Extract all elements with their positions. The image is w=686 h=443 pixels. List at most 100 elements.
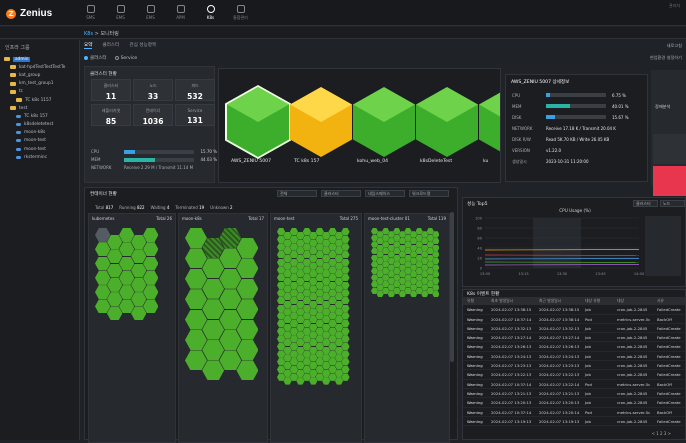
container-hex[interactable] xyxy=(315,327,324,335)
container-hex[interactable] xyxy=(382,254,390,262)
container-hex[interactable] xyxy=(371,274,379,281)
container-hex[interactable] xyxy=(426,241,434,248)
container-hex[interactable] xyxy=(315,319,324,328)
container-hex[interactable] xyxy=(236,319,259,340)
container-hex[interactable] xyxy=(334,323,344,332)
container-hex[interactable] xyxy=(432,257,440,265)
container-hex[interactable] xyxy=(382,234,390,242)
container-hex[interactable] xyxy=(322,331,331,339)
status-block-red[interactable] xyxy=(653,166,686,196)
container-hex[interactable] xyxy=(322,377,331,385)
container-hex[interactable] xyxy=(328,250,337,259)
container-hex[interactable] xyxy=(309,300,318,309)
container-hex[interactable] xyxy=(398,264,407,271)
tree-item[interactable]: TC k8s 157 xyxy=(0,112,79,120)
container-hex[interactable] xyxy=(341,312,350,320)
container-hex[interactable] xyxy=(341,365,350,374)
tree-item[interactable]: tc xyxy=(0,88,79,96)
container-hex[interactable] xyxy=(404,254,412,262)
topnav-item-1[interactable]: EMS xyxy=(112,5,129,21)
container-hex[interactable] xyxy=(334,262,344,270)
container-hex[interactable] xyxy=(415,287,423,295)
topnav-item-3[interactable]: APM xyxy=(172,5,189,21)
container-hex[interactable] xyxy=(277,258,286,267)
container-hex[interactable] xyxy=(236,258,259,279)
container-hex[interactable] xyxy=(236,360,259,381)
container-hex[interactable] xyxy=(328,350,337,358)
container-hex[interactable] xyxy=(387,284,395,291)
radio-option[interactable]: Service xyxy=(114,55,137,61)
container-hex[interactable] xyxy=(107,235,123,249)
container-hex[interactable] xyxy=(219,309,242,330)
container-hex[interactable] xyxy=(277,273,286,282)
container-hex[interactable] xyxy=(398,271,407,278)
container-hex[interactable] xyxy=(277,327,286,335)
container-hex[interactable] xyxy=(283,231,292,240)
container-hex[interactable] xyxy=(376,264,384,271)
container-hex[interactable] xyxy=(296,369,305,377)
container-hex[interactable] xyxy=(426,281,434,288)
container-hex[interactable] xyxy=(341,342,350,351)
container-hex[interactable] xyxy=(341,358,350,366)
container-hex[interactable] xyxy=(426,234,434,242)
container-hex[interactable] xyxy=(393,267,401,275)
container-hex[interactable] xyxy=(341,273,350,282)
container-hex[interactable] xyxy=(95,228,111,242)
container-hex[interactable] xyxy=(302,304,311,312)
container-hex[interactable] xyxy=(334,308,344,316)
container-hex[interactable] xyxy=(131,249,147,264)
tree-item[interactable]: moon-test xyxy=(0,137,79,145)
cluster-hex[interactable] xyxy=(479,87,500,157)
container-hex[interactable] xyxy=(382,241,390,248)
container-hex[interactable] xyxy=(107,249,123,264)
container-hex[interactable] xyxy=(315,350,324,358)
container-hex[interactable] xyxy=(302,327,311,335)
container-hex[interactable] xyxy=(219,330,242,350)
container-hex[interactable] xyxy=(296,254,305,263)
container-hex[interactable] xyxy=(283,308,292,316)
container-hex[interactable] xyxy=(277,296,286,305)
container-filter-dropdown[interactable]: 전체 xyxy=(277,190,317,197)
tree-item[interactable]: km_test_group1 xyxy=(0,80,79,88)
container-hex[interactable] xyxy=(393,234,401,242)
container-hex[interactable] xyxy=(302,258,311,267)
container-hex[interactable] xyxy=(334,315,344,324)
container-hex[interactable] xyxy=(277,289,286,297)
container-hex[interactable] xyxy=(382,228,390,235)
container-hex[interactable] xyxy=(410,231,418,238)
events-column-header[interactable]: 유형 xyxy=(467,298,474,303)
container-hex[interactable] xyxy=(296,300,305,309)
tab-1[interactable]: 클러스터 xyxy=(102,43,120,48)
container-hex[interactable] xyxy=(283,254,292,263)
container-hex[interactable] xyxy=(302,319,311,328)
container-hex[interactable] xyxy=(296,285,305,293)
container-hex[interactable] xyxy=(371,228,379,235)
container-hex[interactable] xyxy=(289,365,299,374)
container-hex[interactable] xyxy=(185,309,207,330)
container-hex[interactable] xyxy=(95,242,111,257)
container-hex[interactable] xyxy=(334,231,344,240)
container-hex[interactable] xyxy=(410,237,418,245)
container-hex[interactable] xyxy=(219,228,242,248)
kpi-card[interactable]: 노드 33 xyxy=(133,79,173,101)
container-hex[interactable] xyxy=(393,254,401,262)
container-hex[interactable] xyxy=(387,237,395,245)
container-hex[interactable] xyxy=(398,284,407,291)
app-logo[interactable]: Z Zenius xyxy=(6,8,52,19)
container-hex[interactable] xyxy=(328,228,337,236)
container-hex[interactable] xyxy=(302,373,311,381)
container-hex[interactable] xyxy=(398,257,407,265)
container-hex[interactable] xyxy=(421,231,429,238)
container-hex[interactable] xyxy=(143,285,159,300)
container-hex[interactable] xyxy=(283,262,292,270)
kpi-card[interactable]: Service 131 xyxy=(175,104,215,126)
container-hex[interactable] xyxy=(371,254,379,262)
container-hex[interactable] xyxy=(328,235,337,244)
container-hex[interactable] xyxy=(328,358,337,366)
container-hex[interactable] xyxy=(393,241,401,248)
container-hex[interactable] xyxy=(302,235,311,244)
container-hex[interactable] xyxy=(426,247,434,255)
container-hex[interactable] xyxy=(289,289,299,297)
container-hex[interactable] xyxy=(328,342,337,351)
container-hex[interactable] xyxy=(289,319,299,328)
